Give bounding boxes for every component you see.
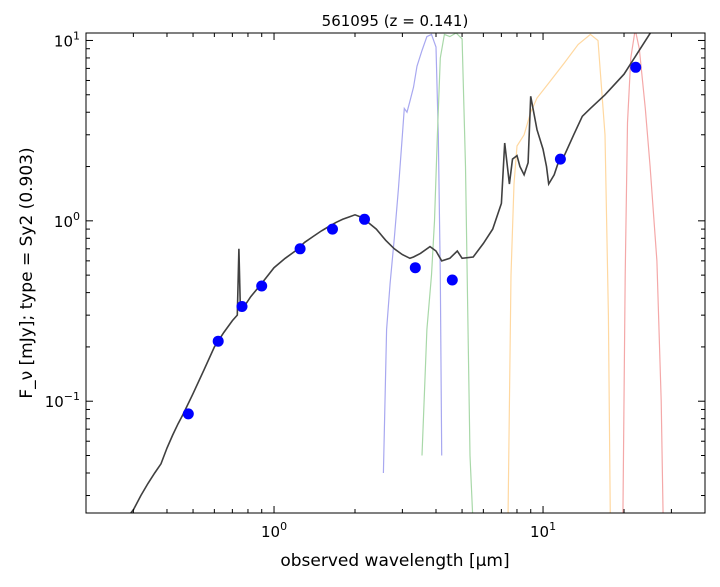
photometry-point — [359, 213, 370, 225]
y-tick-label: 100 — [54, 210, 80, 231]
y-tick-label: 101 — [54, 29, 80, 50]
photometry-point — [256, 280, 268, 292]
filter-curve-w1 — [382, 33, 443, 474]
plot-background — [86, 33, 705, 513]
photometry-point — [294, 243, 306, 255]
axis-ticks: 100 101 10−1 100 101 — [45, 29, 706, 541]
x-tick-label: 100 — [261, 520, 287, 541]
photometry-point — [212, 335, 224, 347]
series-layer — [129, 33, 652, 513]
photometry-point — [630, 61, 642, 73]
photometry-point — [182, 408, 194, 420]
model-sed-line — [129, 33, 652, 513]
x-axis-label: observed wavelength [μm] — [280, 551, 509, 571]
x-tick-label: 101 — [530, 520, 556, 541]
photometry-point — [409, 262, 421, 274]
chart-title: 561095 (z = 0.141) — [322, 12, 469, 30]
y-axis-label: F_ν [mJy]; type = Sy2 (0.903) — [17, 147, 37, 398]
filter-curve-w3 — [507, 33, 611, 513]
y-tick-label: 10−1 — [45, 390, 80, 411]
filter-curve-w2 — [421, 33, 474, 513]
photometry-point — [327, 223, 338, 235]
photometry-point — [236, 301, 248, 312]
photometry-point — [554, 153, 566, 165]
photometry-point — [446, 274, 458, 286]
plot-frame — [85, 32, 706, 514]
filter-curves — [382, 33, 664, 513]
filter-curve-w4 — [622, 33, 664, 513]
